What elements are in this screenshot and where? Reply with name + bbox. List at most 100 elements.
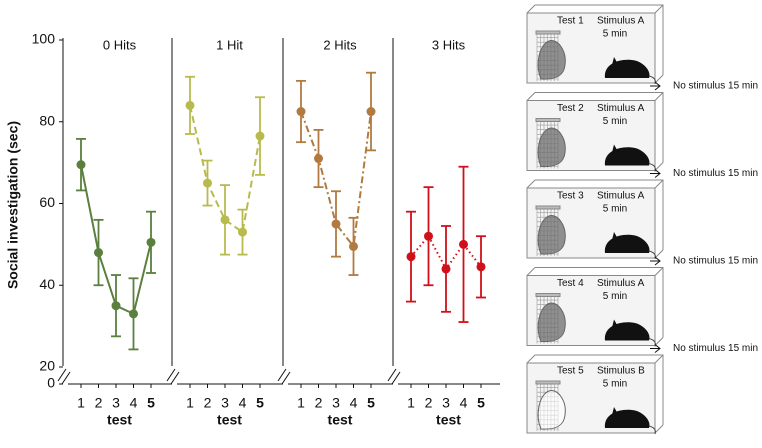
x-tick-label: 5 [256, 395, 264, 411]
interval-label: No stimulus 15 min [673, 168, 758, 179]
interval-arrow [650, 81, 661, 91]
test-label: Test 1 [557, 16, 584, 27]
test-stimulus: Stimulus A [597, 16, 645, 27]
data-point [76, 160, 86, 170]
test-duration: 5 min [603, 291, 627, 302]
axis-break [277, 368, 287, 382]
y-tick-label: 60 [39, 194, 55, 210]
test-mouse [604, 322, 650, 341]
test-label: Test 4 [557, 278, 584, 289]
box-edge [526, 92, 664, 171]
cage-lid [535, 30, 561, 35]
cage-lid [535, 118, 561, 122]
box-edge [526, 354, 664, 434]
x-tick-label: 4 [460, 395, 468, 411]
y-tick-label: 0 [47, 375, 55, 391]
x-tick-label: 1 [407, 395, 415, 411]
test-box: Test 1 Stimulus A 5 min [526, 4, 664, 85]
box-edge [526, 179, 664, 259]
test-mouse-ear [612, 144, 618, 153]
data-point [296, 107, 306, 117]
test-mouse [604, 59, 650, 78]
test-mouse-tail [648, 75, 656, 85]
y-tick-label: 100 [32, 31, 56, 47]
data-point [314, 154, 323, 164]
interval-label: No stimulus 15 min [673, 343, 758, 354]
test-box: Test 2 Stimulus A 5 min [526, 92, 664, 172]
stimulus-mouse [537, 40, 566, 80]
box-edge [526, 267, 664, 346]
x-tick-label: 2 [315, 395, 323, 411]
x-tick-label: 1 [297, 395, 305, 411]
stimulus-mouse [537, 127, 566, 168]
x-axis-label: test [217, 412, 242, 428]
test-box: Test 4 Stimulus A 5 min [526, 267, 664, 347]
test-mouse-tail [648, 425, 656, 435]
test-mouse-ear [612, 57, 618, 65]
data-point [146, 237, 156, 247]
test-mouse-ear [612, 407, 618, 415]
test-stimulus: Stimulus A [597, 191, 645, 202]
test-mouse-tail [648, 163, 656, 172]
x-tick-label: 5 [367, 395, 375, 411]
axis-break [170, 371, 180, 385]
x-tick-label: 2 [204, 395, 212, 411]
stimulus-mouse [537, 215, 566, 255]
test-mouse [604, 409, 650, 428]
data-point [459, 239, 468, 249]
test-label: Test 5 [557, 366, 584, 377]
interval-arrow [650, 344, 661, 353]
data-point [476, 262, 486, 272]
data-point [238, 227, 247, 237]
data-point [111, 301, 121, 311]
test-mouse [604, 234, 650, 253]
x-tick-label: 3 [221, 395, 229, 411]
x-tick-label: 3 [332, 395, 340, 411]
data-point [441, 264, 451, 274]
interval-arrow [650, 256, 661, 266]
test-stimulus: Stimulus A [597, 278, 645, 289]
x-tick-label: 4 [350, 395, 358, 411]
interval-label: No stimulus 15 min [673, 81, 758, 92]
test-stimulus: Stimulus A [597, 103, 645, 114]
test-label: Test 3 [557, 191, 584, 202]
stimulus-mouse [537, 390, 566, 430]
test-duration: 5 min [603, 204, 627, 215]
x-axis-label: test [328, 412, 353, 428]
test-duration: 5 min [603, 116, 627, 127]
axis-break [166, 368, 176, 382]
interval-arrow [650, 169, 661, 178]
stimulus-mouse [537, 302, 566, 343]
cage-lid [535, 293, 561, 297]
test-stimulus: Stimulus B [597, 366, 645, 377]
panel-title: 1 Hit [216, 37, 243, 52]
panel-title: 0 Hits [103, 37, 137, 52]
axis-break [387, 368, 397, 382]
test-label: Test 2 [557, 103, 584, 114]
data-point [331, 219, 341, 229]
data-point [366, 107, 376, 117]
test-duration: 5 min [603, 29, 627, 40]
panel-title: 3 Hits [432, 37, 466, 52]
data-point [129, 309, 138, 319]
box-edge [526, 4, 664, 84]
axis-break [61, 371, 71, 385]
data-point [406, 252, 416, 262]
panel-title: 2 Hits [323, 37, 357, 52]
y-axis-label: Social investigation (sec) [5, 121, 21, 289]
x-tick-label: 1 [77, 395, 85, 411]
axis-break [57, 368, 67, 382]
data-point [185, 100, 195, 110]
data-point [203, 178, 212, 188]
x-tick-label: 1 [186, 395, 194, 411]
data-point [220, 215, 230, 225]
y-tick-label: 40 [39, 276, 55, 292]
x-tick-label: 4 [239, 395, 247, 411]
data-point [94, 248, 103, 258]
x-axis-label: test [436, 412, 461, 428]
test-mouse-tail [648, 338, 656, 347]
test-mouse-tail [648, 250, 656, 260]
data-point [255, 131, 265, 141]
axis-break [391, 371, 401, 385]
